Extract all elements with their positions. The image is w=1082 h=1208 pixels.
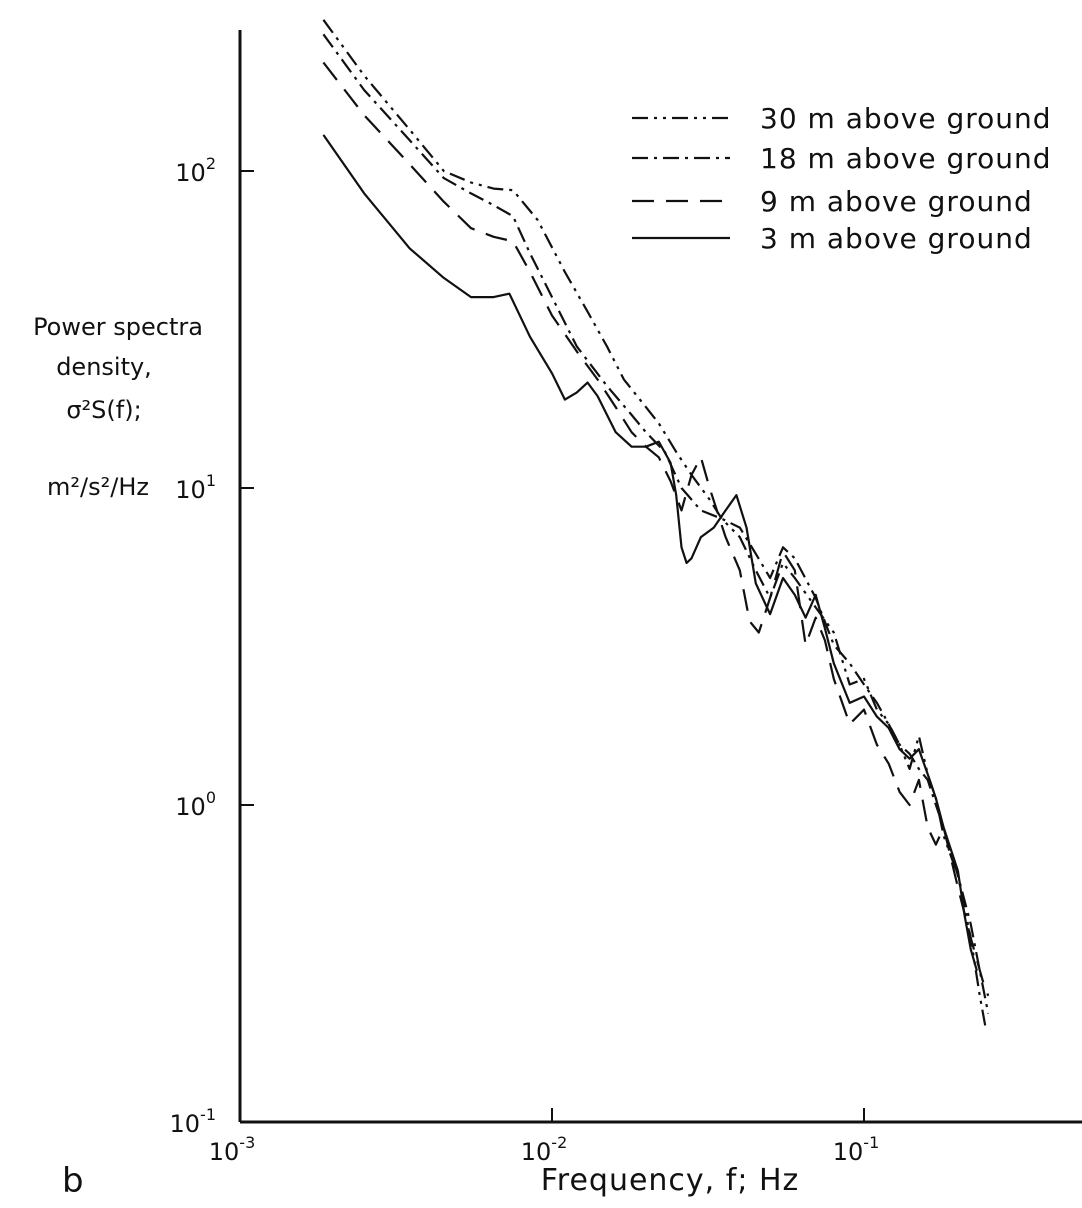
y-axis-label-line-4: m²/s²/Hz <box>47 473 149 501</box>
series-line-1 <box>322 19 987 1027</box>
y-axis-label-line-3: σ²S(f); <box>66 396 141 424</box>
y-axis-label: Power spectra density, σ²S(f); m²/s²/Hz <box>33 313 203 501</box>
x-tick-label-2: 10-2 <box>521 1133 568 1166</box>
legend: 30 m above ground 18 m above ground 9 m ab… <box>632 102 1052 255</box>
series-line-2 <box>322 33 990 1014</box>
series-line-3 <box>322 61 990 997</box>
legend-label-1: 30 m above ground <box>760 102 1052 135</box>
panel-label: b <box>62 1161 84 1201</box>
y-tick-label-4: 10-1 <box>170 1105 217 1138</box>
x-tick-label-1: 10-3 <box>209 1133 256 1166</box>
x-tick-label-3: 10-1 <box>833 1133 880 1166</box>
series-layer <box>322 19 990 1027</box>
y-tick-label-1: 102 <box>175 154 216 187</box>
y-axis-label-line-2: density, <box>56 353 152 381</box>
x-axis-label: Frequency, f; Hz <box>541 1163 800 1198</box>
y-tick-label-3: 100 <box>175 788 216 821</box>
legend-label-2: 18 m above ground <box>760 142 1052 175</box>
series-line-4 <box>322 134 978 972</box>
y-tick-label-2: 101 <box>175 471 216 504</box>
y-axis-label-line-1: Power spectra <box>33 313 203 341</box>
legend-label-3: 9 m above ground <box>760 185 1033 218</box>
tick-layer: 10-3 10-2 10-1 102 101 100 10-1 <box>170 154 880 1166</box>
legend-label-4: 3 m above ground <box>760 222 1033 255</box>
